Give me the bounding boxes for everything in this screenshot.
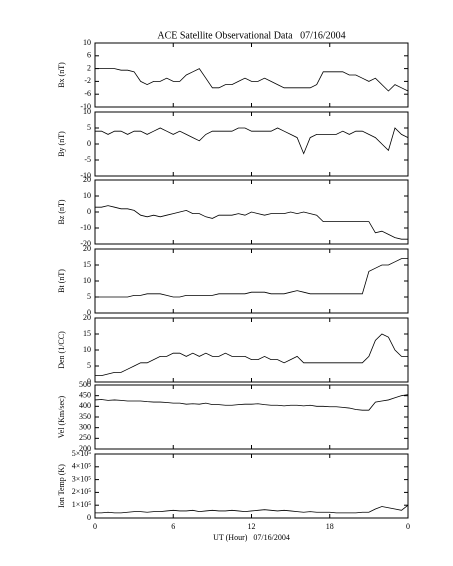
y-axis-label: Bx (nT) xyxy=(57,62,66,88)
y-tick-label: -6 xyxy=(84,89,91,98)
y-tick-label: 10 xyxy=(83,107,91,116)
x-tick-label: 0 xyxy=(93,522,97,531)
y-tick-label: 20 xyxy=(83,313,91,322)
y-tick-label: 500 xyxy=(79,380,91,389)
y-tick-label: 4×10⁵ xyxy=(72,462,92,471)
y-tick-label: 300 xyxy=(79,422,91,431)
y-tick-label: 20 xyxy=(83,244,91,253)
x-tick-label: 18 xyxy=(326,522,334,531)
y-tick-label: 450 xyxy=(79,390,91,399)
y-tick-label: 10 xyxy=(83,38,91,47)
y-tick-label: 2×10⁵ xyxy=(72,487,92,496)
y-tick-label: 10 xyxy=(83,276,91,285)
y-tick-label: 0 xyxy=(87,513,91,522)
y-tick-label: 2 xyxy=(87,63,91,72)
plot-frame xyxy=(94,248,409,314)
data-line xyxy=(95,333,408,376)
y-tick-label: 5 xyxy=(87,123,91,132)
y-tick-label: 6 xyxy=(87,51,91,60)
y-tick-label: -10 xyxy=(80,102,91,111)
plot-frame xyxy=(94,111,409,177)
data-line xyxy=(95,127,409,155)
x-tick-label: 6 xyxy=(171,522,175,531)
y-tick-label: 250 xyxy=(79,433,91,442)
y-axis-label: Bt (nT) xyxy=(57,269,66,293)
y-tick-label: 20 xyxy=(83,175,91,184)
x-tick-label: 12 xyxy=(248,522,256,531)
data-line xyxy=(95,258,408,298)
y-tick-label: 200 xyxy=(79,444,91,453)
y-tick-label: 3×10⁵ xyxy=(72,474,92,483)
x-tick-label: 0 xyxy=(406,522,410,531)
y-tick-label: -20 xyxy=(80,239,91,248)
y-tick-label: 10 xyxy=(83,191,91,200)
y-tick-label: 5 xyxy=(87,292,91,301)
plot-frame xyxy=(94,453,409,519)
y-tick-label: -10 xyxy=(80,171,91,180)
y-tick-label: 5 xyxy=(87,361,91,370)
y-axis-label: By (nT) xyxy=(57,131,66,157)
y-tick-label: -10 xyxy=(80,223,91,232)
plot-frame xyxy=(94,384,409,450)
y-tick-label: -2 xyxy=(84,76,91,85)
data-line xyxy=(94,394,409,411)
y-tick-label: 0 xyxy=(87,207,91,216)
y-axis-label: Den (1/CC) xyxy=(57,331,66,369)
y-axis-label: Vel (Km/sec) xyxy=(57,395,66,438)
y-tick-label: 10 xyxy=(83,345,91,354)
y-tick-label: 15 xyxy=(83,260,91,269)
y-tick-label: 0 xyxy=(87,377,91,386)
data-line xyxy=(95,205,408,240)
data-line xyxy=(95,68,409,92)
y-axis-label: Ion Temp (K) xyxy=(57,464,66,508)
y-tick-label: 1×10⁵ xyxy=(72,500,92,509)
y-tick-label: 400 xyxy=(79,401,91,410)
y-tick-label: 0 xyxy=(87,308,91,317)
chart-title: ACE Satellite Observational Data 07/16/2… xyxy=(157,30,345,41)
plot-frame xyxy=(94,317,409,383)
y-axis-label: Bz (nT) xyxy=(57,199,66,224)
x-axis-label: UT (Hour) 07/16/2004 xyxy=(213,533,290,542)
plot-frame xyxy=(94,42,409,108)
data-line xyxy=(95,504,409,514)
y-tick-label: 15 xyxy=(83,329,91,338)
y-tick-label: 0 xyxy=(87,139,91,148)
y-tick-label: -5 xyxy=(84,155,91,164)
y-tick-label: 5×10⁵ xyxy=(72,449,92,458)
y-tick-label: 350 xyxy=(79,412,91,421)
